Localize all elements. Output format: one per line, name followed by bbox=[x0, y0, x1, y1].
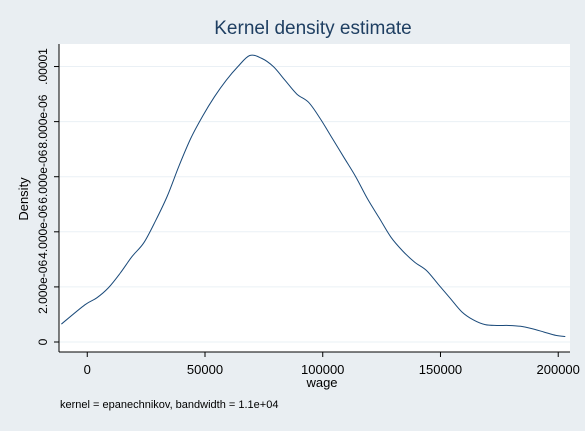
x-tick-label: 0 bbox=[84, 362, 91, 377]
y-tick-label: 8.000e-06 bbox=[36, 94, 50, 148]
y-tick-label: 4.000e-06 bbox=[36, 204, 50, 258]
x-tick-label: 50000 bbox=[187, 362, 223, 377]
y-tick-label: 2.000e-06 bbox=[36, 260, 50, 314]
chart-title: Kernel density estimate bbox=[214, 18, 412, 39]
x-axis-label: wage bbox=[305, 375, 337, 390]
kernel-note: kernel = epanechnikov, bandwidth = 1.1e+… bbox=[60, 399, 278, 411]
y-tick-label: 0 bbox=[36, 338, 50, 345]
plot-area bbox=[59, 44, 570, 352]
y-tick-label: .00001 bbox=[36, 48, 50, 85]
y-tick-label: 6.000e-06 bbox=[36, 149, 50, 203]
x-tick-label: 150000 bbox=[419, 362, 462, 377]
x-tick-label: 200000 bbox=[537, 362, 580, 377]
y-axis-label: Density bbox=[16, 177, 31, 221]
